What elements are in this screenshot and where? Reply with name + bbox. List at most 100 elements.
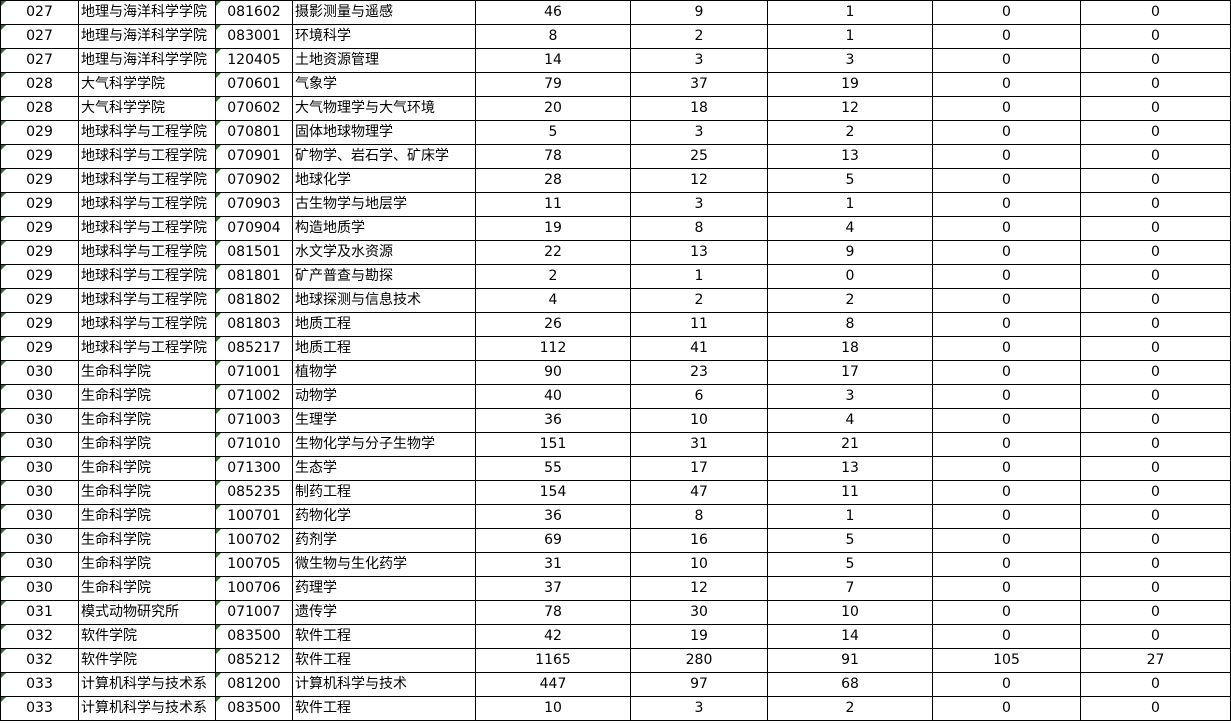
dept-code-cell[interactable]: 029	[0, 264, 79, 289]
dept-code-cell[interactable]: 029	[0, 312, 79, 337]
value-cell-4[interactable]: 0	[932, 24, 1081, 49]
value-cell-2[interactable]: 6	[630, 384, 768, 409]
major-name-cell[interactable]: 地球探测与信息技术	[292, 288, 476, 313]
value-cell-4[interactable]: 0	[932, 432, 1081, 457]
major-name-cell[interactable]: 气象学	[292, 72, 476, 97]
major-name-cell[interactable]: 动物学	[292, 384, 476, 409]
dept-name-cell[interactable]: 生命科学院	[78, 528, 216, 553]
value-cell-3[interactable]: 1	[767, 504, 933, 529]
dept-name-cell[interactable]: 地球科学与工程学院	[78, 144, 216, 169]
value-cell-3[interactable]: 68	[767, 672, 933, 697]
dept-code-cell[interactable]: 030	[0, 528, 79, 553]
major-code-cell[interactable]: 071300	[215, 456, 293, 481]
dept-name-cell[interactable]: 生命科学院	[78, 360, 216, 385]
value-cell-2[interactable]: 30	[630, 600, 768, 625]
major-code-cell[interactable]: 083500	[215, 624, 293, 649]
dept-code-cell[interactable]: 028	[0, 96, 79, 121]
dept-code-cell[interactable]: 027	[0, 0, 79, 25]
value-cell-3[interactable]: 10	[767, 600, 933, 625]
value-cell-5[interactable]: 0	[1080, 456, 1231, 481]
value-cell-4[interactable]: 0	[932, 216, 1081, 241]
value-cell-3[interactable]: 91	[767, 648, 933, 673]
major-code-cell[interactable]: 071001	[215, 360, 293, 385]
value-cell-5[interactable]: 0	[1080, 264, 1231, 289]
major-name-cell[interactable]: 矿物学、岩石学、矿床学	[292, 144, 476, 169]
major-name-cell[interactable]: 植物学	[292, 360, 476, 385]
value-cell-3[interactable]: 12	[767, 96, 933, 121]
value-cell-3[interactable]: 21	[767, 432, 933, 457]
value-cell-3[interactable]: 4	[767, 216, 933, 241]
value-cell-2[interactable]: 12	[630, 168, 768, 193]
value-cell-3[interactable]: 18	[767, 336, 933, 361]
value-cell-2[interactable]: 41	[630, 336, 768, 361]
value-cell-2[interactable]: 23	[630, 360, 768, 385]
dept-name-cell[interactable]: 地球科学与工程学院	[78, 336, 216, 361]
dept-name-cell[interactable]: 生命科学院	[78, 576, 216, 601]
major-code-cell[interactable]: 070903	[215, 192, 293, 217]
value-cell-4[interactable]: 0	[932, 672, 1081, 697]
value-cell-5[interactable]: 0	[1080, 504, 1231, 529]
value-cell-5[interactable]: 27	[1080, 648, 1231, 673]
value-cell-1[interactable]: 55	[475, 456, 631, 481]
value-cell-5[interactable]: 0	[1080, 480, 1231, 505]
value-cell-4[interactable]: 0	[932, 360, 1081, 385]
value-cell-4[interactable]: 0	[932, 168, 1081, 193]
value-cell-1[interactable]: 8	[475, 24, 631, 49]
value-cell-5[interactable]: 0	[1080, 624, 1231, 649]
value-cell-3[interactable]: 17	[767, 360, 933, 385]
dept-name-cell[interactable]: 生命科学院	[78, 408, 216, 433]
major-name-cell[interactable]: 药剂学	[292, 528, 476, 553]
value-cell-5[interactable]: 0	[1080, 0, 1231, 25]
value-cell-4[interactable]: 0	[932, 552, 1081, 577]
value-cell-3[interactable]: 7	[767, 576, 933, 601]
value-cell-3[interactable]: 5	[767, 552, 933, 577]
value-cell-1[interactable]: 19	[475, 216, 631, 241]
dept-code-cell[interactable]: 029	[0, 288, 79, 313]
value-cell-5[interactable]: 0	[1080, 672, 1231, 697]
dept-code-cell[interactable]: 029	[0, 120, 79, 145]
dept-code-cell[interactable]: 031	[0, 600, 79, 625]
value-cell-5[interactable]: 0	[1080, 240, 1231, 265]
value-cell-2[interactable]: 3	[630, 192, 768, 217]
value-cell-5[interactable]: 0	[1080, 552, 1231, 577]
dept-code-cell[interactable]: 029	[0, 336, 79, 361]
dept-name-cell[interactable]: 生命科学院	[78, 480, 216, 505]
major-name-cell[interactable]: 生态学	[292, 456, 476, 481]
value-cell-4[interactable]: 0	[932, 192, 1081, 217]
value-cell-3[interactable]: 2	[767, 288, 933, 313]
major-code-cell[interactable]: 081803	[215, 312, 293, 337]
value-cell-2[interactable]: 37	[630, 72, 768, 97]
value-cell-4[interactable]: 0	[932, 696, 1081, 721]
value-cell-4[interactable]: 0	[932, 624, 1081, 649]
dept-name-cell[interactable]: 计算机科学与技术系	[78, 672, 216, 697]
dept-code-cell[interactable]: 032	[0, 648, 79, 673]
value-cell-5[interactable]: 0	[1080, 144, 1231, 169]
dept-name-cell[interactable]: 大气科学学院	[78, 96, 216, 121]
value-cell-1[interactable]: 28	[475, 168, 631, 193]
value-cell-2[interactable]: 3	[630, 696, 768, 721]
value-cell-1[interactable]: 42	[475, 624, 631, 649]
dept-name-cell[interactable]: 生命科学院	[78, 504, 216, 529]
value-cell-4[interactable]: 0	[932, 336, 1081, 361]
major-name-cell[interactable]: 计算机科学与技术	[292, 672, 476, 697]
major-code-cell[interactable]: 070902	[215, 168, 293, 193]
value-cell-3[interactable]: 0	[767, 264, 933, 289]
major-name-cell[interactable]: 矿产普查与勘探	[292, 264, 476, 289]
value-cell-3[interactable]: 19	[767, 72, 933, 97]
value-cell-2[interactable]: 17	[630, 456, 768, 481]
major-code-cell[interactable]: 081602	[215, 0, 293, 25]
value-cell-2[interactable]: 13	[630, 240, 768, 265]
dept-name-cell[interactable]: 地理与海洋科学学院	[78, 0, 216, 25]
dept-code-cell[interactable]: 030	[0, 480, 79, 505]
major-code-cell[interactable]: 071002	[215, 384, 293, 409]
dept-code-cell[interactable]: 029	[0, 216, 79, 241]
dept-code-cell[interactable]: 030	[0, 408, 79, 433]
major-name-cell[interactable]: 构造地质学	[292, 216, 476, 241]
dept-code-cell[interactable]: 030	[0, 432, 79, 457]
dept-code-cell[interactable]: 030	[0, 384, 79, 409]
value-cell-5[interactable]: 0	[1080, 168, 1231, 193]
dept-code-cell[interactable]: 032	[0, 624, 79, 649]
value-cell-1[interactable]: 20	[475, 96, 631, 121]
value-cell-3[interactable]: 14	[767, 624, 933, 649]
dept-name-cell[interactable]: 地球科学与工程学院	[78, 240, 216, 265]
